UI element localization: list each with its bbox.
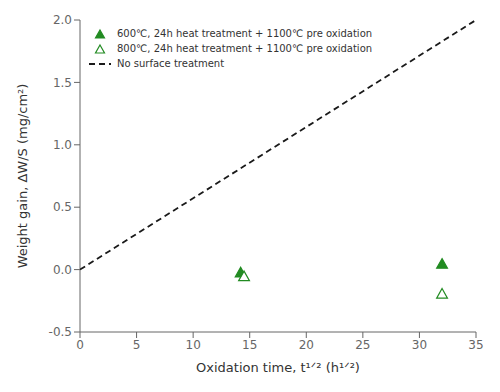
svg-text:25: 25 (355, 338, 370, 352)
svg-text:-0.5: -0.5 (49, 325, 72, 339)
svg-text:10: 10 (186, 338, 201, 352)
svg-text:2.0: 2.0 (53, 13, 72, 27)
html-text:No surface treatment: No surface treatment (117, 58, 225, 69)
svg-text:35: 35 (468, 338, 483, 352)
svg-text:Weight gain, ΔW/S (mg/cm²): Weight gain, ΔW/S (mg/cm²) (15, 84, 30, 269)
svg-text:0.0: 0.0 (53, 263, 72, 277)
svg-text:1.5: 1.5 (53, 76, 72, 90)
svg-text:0: 0 (76, 338, 84, 352)
html-text:600℃, 24h heat treatment + 110: 600℃, 24h heat treatment + 1100℃ pre oxi… (117, 28, 373, 39)
svg-text:20: 20 (299, 338, 314, 352)
svg-text:0.5: 0.5 (53, 200, 72, 214)
svg-text:15: 15 (242, 338, 257, 352)
svg-text:5: 5 (133, 338, 141, 352)
svg-text:1.0: 1.0 (53, 138, 72, 152)
svg-text:Oxidation time, t¹ᐟ² (h¹ᐟ²): Oxidation time, t¹ᐟ² (h¹ᐟ²) (196, 360, 360, 375)
svg-text:30: 30 (412, 338, 427, 352)
html-text:800℃, 24h heat treatment + 110: 800℃, 24h heat treatment + 1100℃ pre oxi… (117, 43, 373, 54)
